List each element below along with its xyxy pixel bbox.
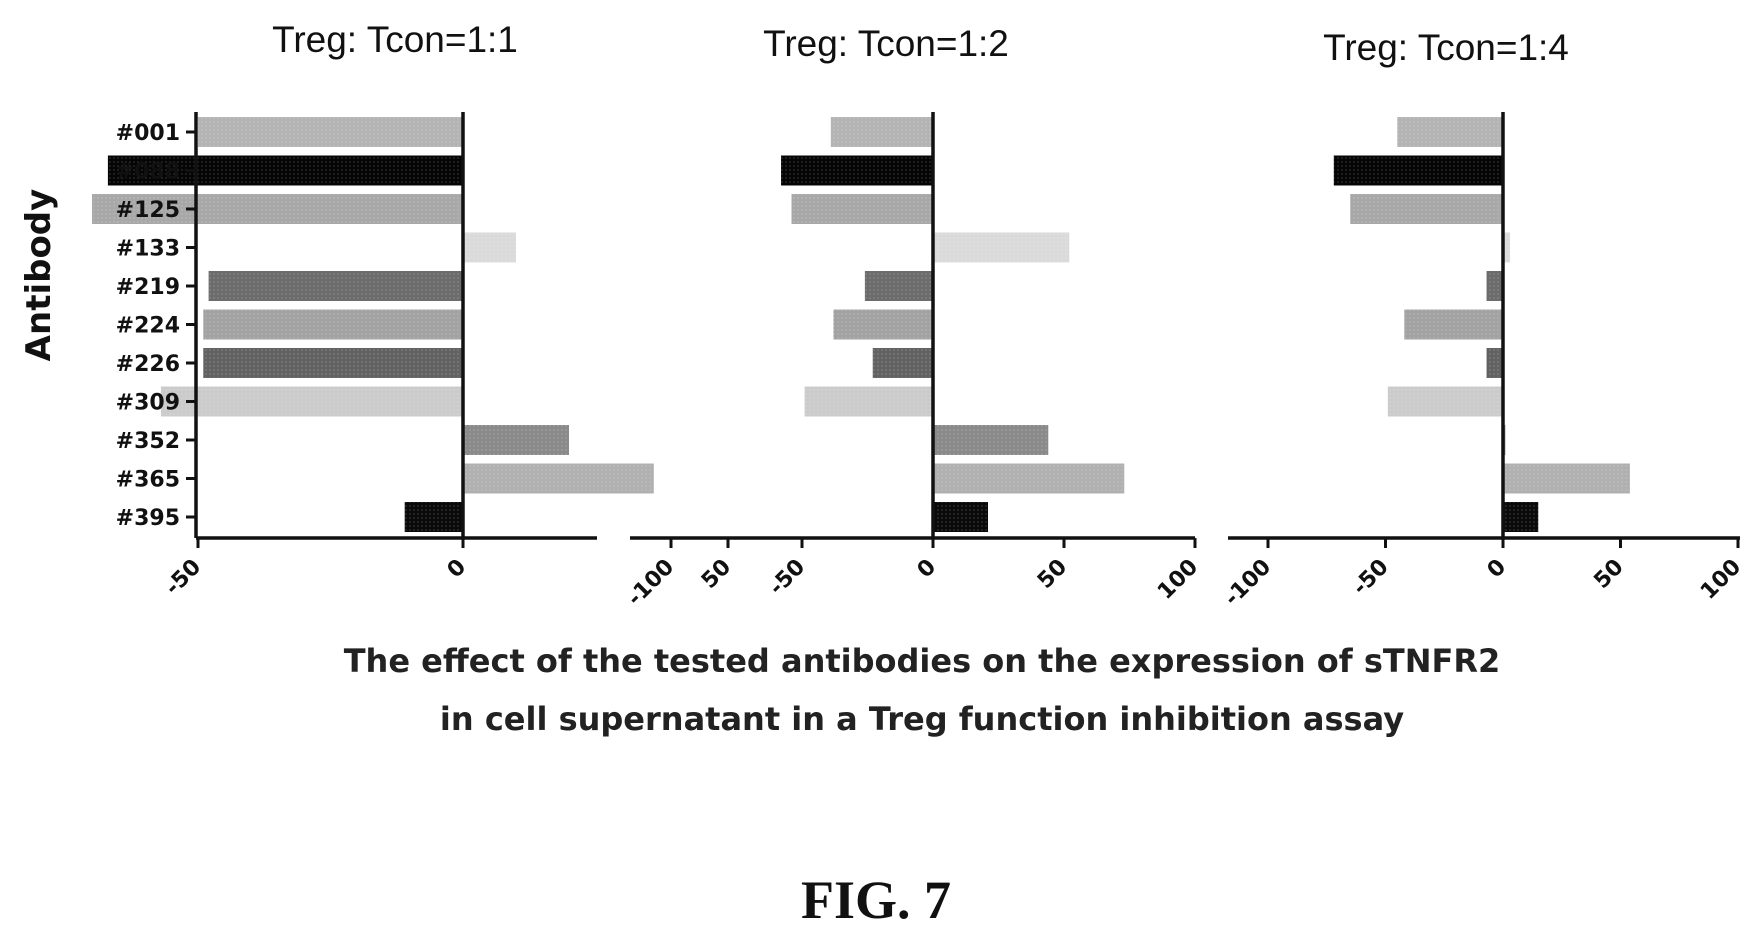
x-tick-label: -50 xyxy=(1348,555,1394,601)
panel-title: Treg: Tcon=1:2 xyxy=(763,23,1009,64)
bar-texture xyxy=(463,463,654,494)
panel-1: Treg: Tcon=1:1-100-50050#001#088#125#133… xyxy=(92,19,736,601)
category-label-133: #133 xyxy=(116,237,180,262)
bar-texture xyxy=(463,232,516,263)
bar-texture xyxy=(833,309,933,340)
x-tick-label: 0 xyxy=(1483,555,1512,584)
bar-texture xyxy=(1503,232,1511,263)
bar-texture xyxy=(1503,463,1630,494)
bar-texture xyxy=(1397,117,1503,147)
bar-texture xyxy=(781,155,933,186)
x-tick-label: 50 xyxy=(697,555,736,594)
category-label-125: #125 xyxy=(116,198,180,223)
x-tick-label: -100 xyxy=(1220,555,1277,612)
bar-texture xyxy=(1486,348,1503,378)
bar-texture xyxy=(1486,271,1503,301)
bar-texture xyxy=(198,117,463,147)
bar-texture xyxy=(830,117,933,147)
bar-texture xyxy=(933,425,1049,455)
bar-texture xyxy=(864,271,933,301)
bar-texture xyxy=(1404,309,1503,340)
x-tick-label: -100 xyxy=(623,555,680,612)
category-label-226: #226 xyxy=(116,352,180,377)
bar-texture xyxy=(933,232,1070,263)
bar-texture xyxy=(933,502,989,532)
x-tick-label: 0 xyxy=(913,555,942,584)
x-tick-label: 50 xyxy=(1033,555,1072,594)
bar-texture xyxy=(404,502,463,532)
category-label-219: #219 xyxy=(116,275,180,300)
figure-label: FIG. 7 xyxy=(801,870,951,930)
category-label-352: #352 xyxy=(116,429,180,454)
panel-3: Treg: Tcon=1:4 -100 -50 0 50 100 xyxy=(1220,27,1747,611)
x-tick-label: -50 xyxy=(160,555,206,601)
bar-texture xyxy=(208,271,463,301)
category-label-365: #365 xyxy=(116,468,180,493)
chart-panels: Treg: Tcon=1:1 -100 -50 0 50 #001 #088 #125 #133… xyxy=(92,19,1747,611)
x-tick-label: 100 xyxy=(1696,555,1746,605)
x-tick-label: 0 xyxy=(443,555,472,584)
category-label-395: #395 xyxy=(116,506,180,531)
x-axis-label-line-2: in cell supernatant in a Treg function i… xyxy=(440,700,1404,738)
bar-texture xyxy=(160,386,463,417)
x-tick-label: 50 xyxy=(1589,555,1628,594)
bar-texture xyxy=(933,463,1125,494)
bar-texture xyxy=(1503,502,1539,532)
category-label-001: #001 xyxy=(116,121,180,146)
bar-texture xyxy=(1387,386,1503,417)
category-label-088: #088 xyxy=(116,160,180,185)
bar-texture xyxy=(203,348,464,378)
bar-texture xyxy=(107,155,464,186)
x-tick-label: -50 xyxy=(764,555,810,601)
bar-texture xyxy=(203,309,464,340)
panel-title: Treg: Tcon=1:4 xyxy=(1323,27,1569,68)
panel-title: Treg: Tcon=1:1 xyxy=(272,19,518,60)
panel-2: Treg: Tcon=1:2 -100 -50 0 50 100 xyxy=(623,23,1204,611)
bar-texture xyxy=(872,348,933,378)
bar-texture xyxy=(92,194,463,224)
x-axis-label-line-1: The effect of the tested antibodies on t… xyxy=(344,642,1501,680)
bar-texture xyxy=(1333,155,1503,186)
category-label-224: #224 xyxy=(116,314,180,339)
bar-texture xyxy=(804,386,933,417)
bar-texture xyxy=(791,194,933,224)
y-axis-label: Antibody xyxy=(19,189,59,362)
category-label-309: #309 xyxy=(116,391,180,416)
bar-texture xyxy=(463,425,569,455)
x-tick-label: 100 xyxy=(1153,555,1203,605)
bar-texture xyxy=(1350,194,1503,224)
